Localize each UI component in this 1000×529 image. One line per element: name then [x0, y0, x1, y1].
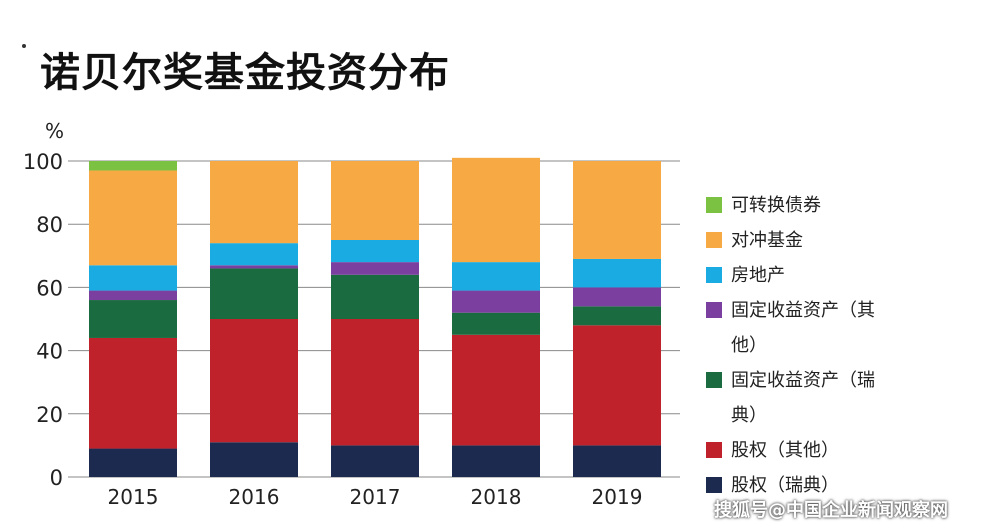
- bar-2019-series-4: [573, 258, 661, 288]
- y-tick-label-40: 40: [36, 340, 63, 364]
- bar-2018-series-0: [452, 445, 540, 477]
- legend-item: 股权（其他）: [706, 433, 906, 468]
- bar-2015-series-3: [89, 290, 177, 301]
- legend-swatch: [706, 302, 722, 318]
- bar-2017-series-0: [331, 445, 419, 477]
- bar-2018-series-4: [452, 262, 540, 291]
- bar-2015-series-2: [89, 300, 177, 338]
- bar-2015-series-1: [89, 337, 177, 449]
- legend-label: 对冲基金: [731, 230, 803, 251]
- legend-swatch: [706, 197, 722, 213]
- legend-swatch: [706, 372, 722, 388]
- chart-title: 诺贝尔奖基金投资分布: [40, 50, 450, 96]
- bar-2016-series-0: [210, 442, 298, 477]
- y-axis-label: %: [45, 119, 64, 143]
- legend-label: 房地产: [731, 265, 785, 286]
- bar-2016-series-5: [210, 161, 298, 244]
- bar-2017-series-1: [331, 319, 419, 446]
- bar-2019-series-0: [573, 445, 661, 477]
- bar-2018-series-5: [452, 157, 540, 263]
- legend-label: 股权（其他）: [731, 440, 839, 461]
- bar-2019-series-1: [573, 325, 661, 446]
- y-tick-label-80: 80: [36, 213, 63, 237]
- y-tick-label-0: 0: [50, 466, 63, 490]
- legend: 可转换债券对冲基金房地产固定收益资产（其他） 固定收益资产（瑞典） 股权（其他） 股权…: [706, 188, 906, 503]
- bar-2015-series-5: [89, 170, 177, 266]
- watermark: 搜狐号@中国企业新闻观察网: [714, 500, 948, 521]
- legend-item: 固定收益资产（其他）: [706, 293, 906, 363]
- y-tick-label-60: 60: [36, 276, 63, 300]
- legend-item: 固定收益资产（瑞典）: [706, 363, 906, 433]
- bar-2016-series-3: [210, 265, 298, 269]
- bar-2019-series-3: [573, 287, 661, 307]
- legend-label: 固定收益资产（其他）: [731, 300, 875, 356]
- bar-2017-series-3: [331, 262, 419, 275]
- legend-item: 对冲基金: [706, 223, 906, 258]
- legend-swatch: [706, 267, 722, 283]
- legend-label: 可转换债券: [731, 195, 821, 216]
- legend-label: 固定收益资产（瑞典）: [731, 370, 875, 426]
- bar-2018-series-3: [452, 290, 540, 313]
- legend-item: 股权（瑞典）: [706, 468, 906, 503]
- bar-2015-series-0: [89, 448, 177, 477]
- legend-label: 股权（瑞典）: [731, 475, 839, 496]
- legend-item: 可转换债券: [706, 188, 906, 223]
- legend-swatch: [706, 477, 722, 493]
- bar-2018-series-1: [452, 334, 540, 446]
- x-tick-label-2018: 2018: [471, 485, 522, 509]
- bar-2017-series-4: [331, 240, 419, 263]
- legend-swatch: [706, 232, 722, 248]
- bar-2019-series-2: [573, 306, 661, 326]
- y-tick-label-20: 20: [36, 403, 63, 427]
- bar-2018-series-2: [452, 312, 540, 335]
- bar-2019-series-5: [573, 161, 661, 259]
- bar-2016-series-1: [210, 319, 298, 443]
- bar-2016-series-4: [210, 243, 298, 266]
- bar-2015-series-6: [89, 161, 177, 171]
- bar-2015-series-4: [89, 265, 177, 291]
- legend-item: 房地产: [706, 258, 906, 293]
- decorative-dot: [22, 44, 26, 48]
- x-tick-label-2017: 2017: [350, 485, 401, 509]
- x-tick-label-2016: 2016: [229, 485, 280, 509]
- bar-2017-series-2: [331, 274, 419, 319]
- bar-2017-series-5: [331, 161, 419, 240]
- x-tick-label-2019: 2019: [592, 485, 643, 509]
- y-tick-label-100: 100: [23, 150, 63, 174]
- bar-2016-series-2: [210, 268, 298, 319]
- x-tick-label-2015: 2015: [108, 485, 159, 509]
- legend-swatch: [706, 442, 722, 458]
